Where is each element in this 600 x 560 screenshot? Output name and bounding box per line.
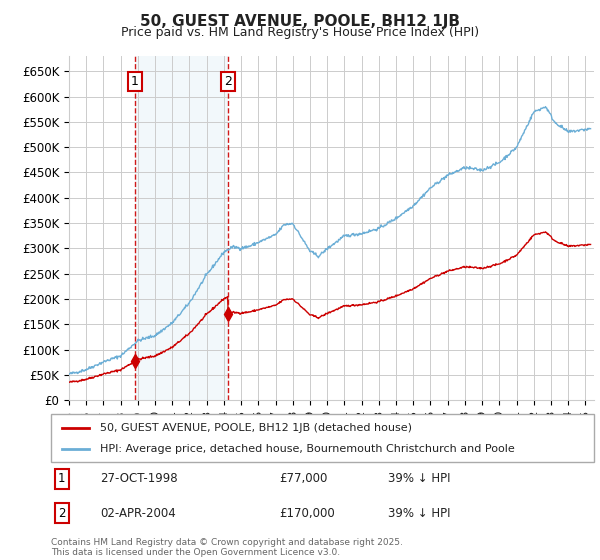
Text: 1: 1 (58, 473, 65, 486)
Text: 27-OCT-1998: 27-OCT-1998 (100, 473, 178, 486)
Text: 39% ↓ HPI: 39% ↓ HPI (388, 473, 450, 486)
Text: Contains HM Land Registry data © Crown copyright and database right 2025.
This d: Contains HM Land Registry data © Crown c… (51, 538, 403, 557)
Text: 50, GUEST AVENUE, POOLE, BH12 1JB (detached house): 50, GUEST AVENUE, POOLE, BH12 1JB (detac… (100, 423, 412, 433)
Text: 1: 1 (131, 75, 139, 88)
Text: Price paid vs. HM Land Registry's House Price Index (HPI): Price paid vs. HM Land Registry's House … (121, 26, 479, 39)
Text: £77,000: £77,000 (279, 473, 328, 486)
Text: HPI: Average price, detached house, Bournemouth Christchurch and Poole: HPI: Average price, detached house, Bour… (100, 444, 515, 454)
Text: 50, GUEST AVENUE, POOLE, BH12 1JB: 50, GUEST AVENUE, POOLE, BH12 1JB (140, 14, 460, 29)
Text: 2: 2 (224, 75, 232, 88)
Bar (135, 56, 228, 400)
Text: 02-APR-2004: 02-APR-2004 (100, 507, 176, 520)
Text: £170,000: £170,000 (279, 507, 335, 520)
Text: 39% ↓ HPI: 39% ↓ HPI (388, 507, 450, 520)
Text: 2: 2 (58, 507, 65, 520)
